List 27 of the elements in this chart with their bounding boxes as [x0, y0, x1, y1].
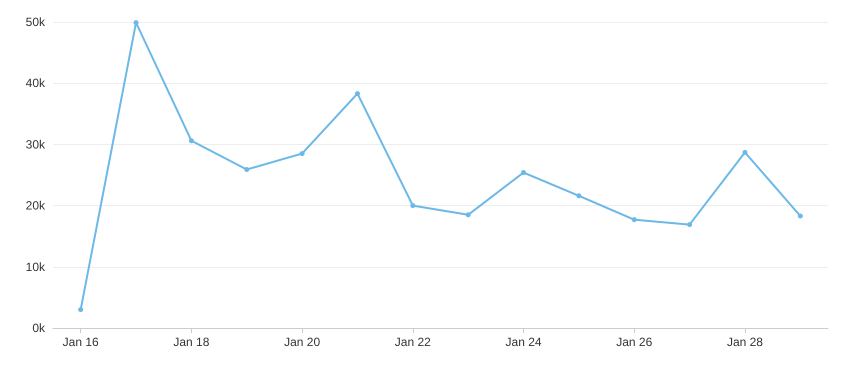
- point: [742, 150, 748, 155]
- y-tick-label: 50k: [26, 15, 46, 29]
- point: [78, 307, 84, 312]
- point: [521, 170, 526, 176]
- point: [244, 166, 250, 172]
- point: [576, 193, 582, 198]
- x-tick-label: Jan 26: [616, 335, 653, 349]
- y-tick-label: 40k: [26, 76, 46, 90]
- x-tick-label: Jan 28: [726, 335, 764, 349]
- point: [798, 214, 803, 219]
- point: [134, 20, 139, 26]
- point: [300, 151, 305, 156]
- x-tick-label: Jan 24: [506, 335, 542, 349]
- x-tick-label: Jan 18: [173, 335, 210, 349]
- point: [410, 203, 416, 208]
- point: [687, 222, 692, 228]
- y-tick-label: 20k: [26, 198, 46, 213]
- y-tick-label: 30k: [26, 137, 46, 152]
- point: [188, 138, 194, 144]
- point: [632, 217, 637, 222]
- y-tick-label: 0k: [32, 321, 46, 335]
- point: [354, 91, 360, 96]
- x-tick-label: Jan 20: [284, 335, 320, 349]
- y-tick-label: 10k: [26, 260, 46, 274]
- x-tick-label: Jan 16: [62, 335, 100, 349]
- x-tick-label: Jan 22: [394, 335, 432, 349]
- point: [466, 212, 471, 218]
